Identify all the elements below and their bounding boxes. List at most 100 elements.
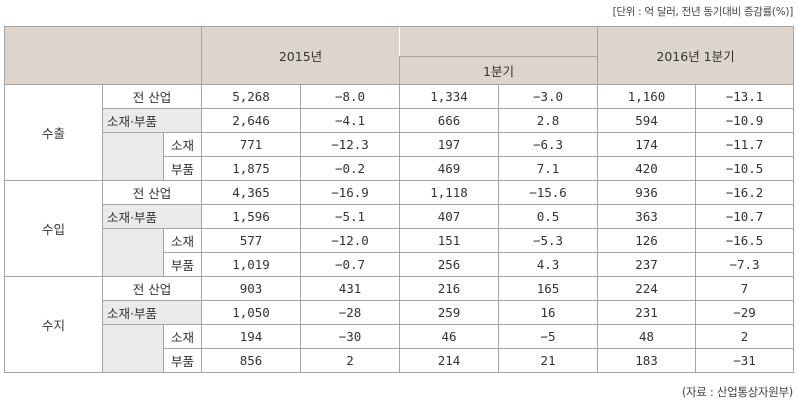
table-cell: −5 [498, 324, 599, 349]
table-cell: −15.6 [498, 180, 599, 205]
table-cell: 48 [597, 324, 697, 349]
header-blank [3, 26, 203, 85]
table-cell: 1,118 [399, 180, 500, 205]
table-cell: −7.3 [695, 252, 795, 277]
row-label: 부품 [162, 348, 203, 373]
group-label: 수출 [4, 84, 103, 181]
table-cell: 577 [201, 228, 302, 253]
header-q1-top [399, 26, 599, 57]
group-label: 수지 [4, 276, 103, 373]
row-label: 소재 [162, 132, 203, 157]
table-cell: 256 [399, 252, 500, 277]
table-cell: 46 [399, 324, 500, 349]
table-cell: −5.3 [498, 228, 599, 253]
table-cell: 165 [498, 276, 599, 301]
table-cell: −10.5 [695, 156, 795, 181]
table-cell: 2.8 [498, 108, 599, 133]
table-cell: 856 [201, 348, 302, 373]
table-row: 부품 856 2 214 21 183 −31 [5, 348, 795, 373]
table-cell: 431 [300, 276, 401, 301]
table-cell: 259 [399, 300, 500, 325]
table-cell: 2,646 [201, 108, 302, 133]
table-header: 2015년 2016년 1분기 1분기 [3, 26, 795, 85]
table-row: 소재 771 −12.3 197 −6.3 174 −11.7 [5, 132, 795, 181]
table-cell: 2 [695, 324, 795, 349]
row-label: 소재·부품 [101, 204, 203, 229]
table-cell: −6.3 [498, 132, 599, 157]
table-cell: −16.9 [300, 180, 401, 205]
table-cell: 216 [399, 276, 500, 301]
table-cell: 5,268 [201, 84, 302, 109]
table-row: 수지 전 산업 903 431 216 165 224 7 [4, 276, 795, 373]
header-q1: 1분기 [399, 56, 599, 85]
table-cell: −8.0 [300, 84, 401, 109]
table-row: 소재 194 −30 46 −5 48 2 [5, 324, 795, 373]
table-cell: 420 [597, 156, 697, 181]
table-cell: 0.5 [498, 204, 599, 229]
row-label: 소재·부품 [101, 300, 203, 325]
source-note: (자료 : 산업통상자원부) [681, 385, 793, 399]
row-label: 소재·부품 [101, 108, 203, 133]
table-cell: 1,334 [399, 84, 500, 109]
row-label: 전 산업 [101, 84, 203, 109]
table-cell: 363 [597, 204, 697, 229]
table-row: 소재·부품 1,596 −5.1 407 0.5 363 −10.7 [5, 204, 795, 229]
row-label: 전 산업 [101, 276, 203, 301]
table-cell: 1,160 [597, 84, 697, 109]
row-indent [102, 228, 164, 277]
table-cell: 4.3 [498, 252, 599, 277]
table-cell: 151 [399, 228, 500, 253]
table-cell: −31 [695, 348, 795, 373]
table-cell: 21 [498, 348, 599, 373]
table-cell: −10.9 [695, 108, 795, 133]
table-cell: 197 [399, 132, 500, 157]
table-cell: 771 [201, 132, 302, 157]
table-cell: −10.7 [695, 204, 795, 229]
row-label: 부품 [162, 156, 203, 181]
table-cell: −13.1 [695, 84, 795, 109]
table-cell: 7 [695, 276, 795, 301]
table-cell: 1,050 [201, 300, 302, 325]
table-cell: −12.0 [300, 228, 401, 253]
table-cell: 469 [399, 156, 500, 181]
table-cell: −30 [300, 324, 401, 349]
table-cell: 1,875 [201, 156, 302, 181]
group-label: 수입 [4, 180, 103, 277]
table-cell: −0.7 [300, 252, 401, 277]
row-label: 전 산업 [101, 180, 203, 205]
table-cell: 4,365 [201, 180, 302, 205]
trade-table: 2015년 2016년 1분기 1분기 수출 전 산업 5,268 −8.0 1,334… [3, 26, 795, 373]
table-row: 소재·부품 2,646 −4.1 666 2.8 594 −10.9 [5, 108, 795, 133]
table-cell: 2 [300, 348, 401, 373]
table-cell: 224 [597, 276, 697, 301]
table-cell: 407 [399, 204, 500, 229]
table-cell: 7.1 [498, 156, 599, 181]
table-cell: −0.2 [300, 156, 401, 181]
table-row: 소재·부품 1,050 −28 259 16 231 −29 [5, 300, 795, 325]
table-row: 부품 1,875 −0.2 469 7.1 420 −10.5 [5, 156, 795, 181]
table-row: 수입 전 산업 4,365 −16.9 1,118 −15.6 936 −16.2 [4, 180, 795, 277]
table-cell: 936 [597, 180, 697, 205]
table-cell: 1,019 [201, 252, 302, 277]
table-cell: 594 [597, 108, 697, 133]
table-cell: −3.0 [498, 84, 599, 109]
header-2016-q1: 2016년 1분기 [597, 26, 795, 85]
table-cell: 214 [399, 348, 500, 373]
row-label: 부품 [162, 252, 203, 277]
row-label: 소재 [162, 324, 203, 349]
table-cell: −28 [300, 300, 401, 325]
row-label: 소재 [162, 228, 203, 253]
table-cell: 231 [597, 300, 697, 325]
table-row: 소재 577 −12.0 151 −5.3 126 −16.5 [5, 228, 795, 277]
table-body: 수출 전 산업 5,268 −8.0 1,334 −3.0 1,160 −13.1 소재·부품 2… [4, 84, 795, 373]
row-indent [102, 132, 164, 181]
unit-note: [단위 : 억 달러, 전년 동기대비 증감률(%)] [612, 6, 794, 18]
table-cell: 183 [597, 348, 697, 373]
table-row: 수출 전 산업 5,268 −8.0 1,334 −3.0 1,160 −13.1 [4, 84, 795, 181]
table-cell: −16.2 [695, 180, 795, 205]
table-cell: 903 [201, 276, 302, 301]
table-cell: −29 [695, 300, 795, 325]
table-cell: −4.1 [300, 108, 401, 133]
table-cell: 194 [201, 324, 302, 349]
table-cell: 1,596 [201, 204, 302, 229]
